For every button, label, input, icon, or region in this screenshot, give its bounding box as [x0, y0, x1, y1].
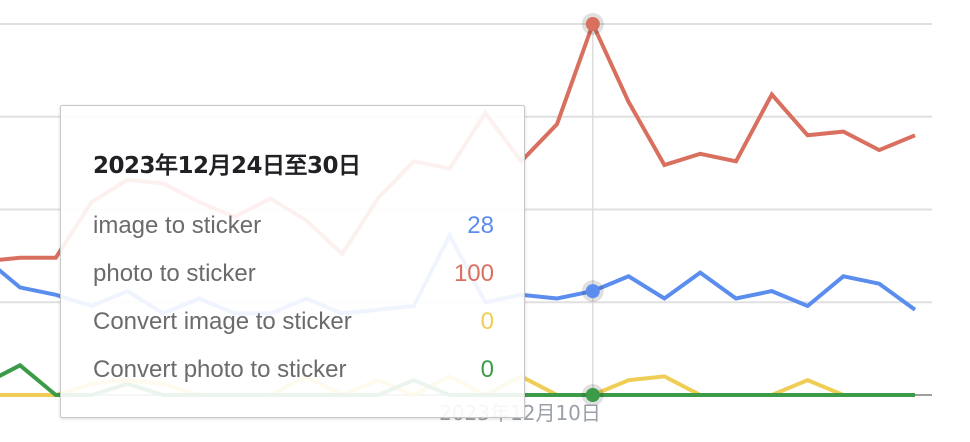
tooltip-title: 2023年12月24日至30日 [93, 153, 361, 179]
hover-point-marker [585, 17, 600, 31]
tooltip-row-image-to-sticker: image to sticker 28 [93, 212, 494, 242]
tooltip-series-label: photo to sticker [93, 260, 256, 287]
tooltip-series-value: 28 [467, 212, 494, 239]
tooltip-series-value: 100 [453, 260, 494, 287]
tooltip-row-convert-photo-to-sticker: Convert photo to sticker 0 [93, 356, 494, 386]
hover-tooltip: 2023年12月24日至30日 image to sticker 28 phot… [60, 105, 525, 418]
tooltip-series-value: 0 [480, 356, 494, 383]
tooltip-row-convert-image-to-sticker: Convert image to sticker 0 [93, 308, 494, 338]
hover-point-marker [585, 388, 600, 402]
tooltip-row-photo-to-sticker: photo to sticker 100 [93, 260, 494, 290]
tooltip-series-label: Convert image to sticker [93, 308, 352, 335]
tooltip-series-label: Convert photo to sticker [93, 356, 347, 383]
tooltip-series-label: image to sticker [93, 212, 262, 239]
tooltip-series-value: 0 [480, 308, 494, 335]
hover-point-marker [585, 284, 600, 299]
